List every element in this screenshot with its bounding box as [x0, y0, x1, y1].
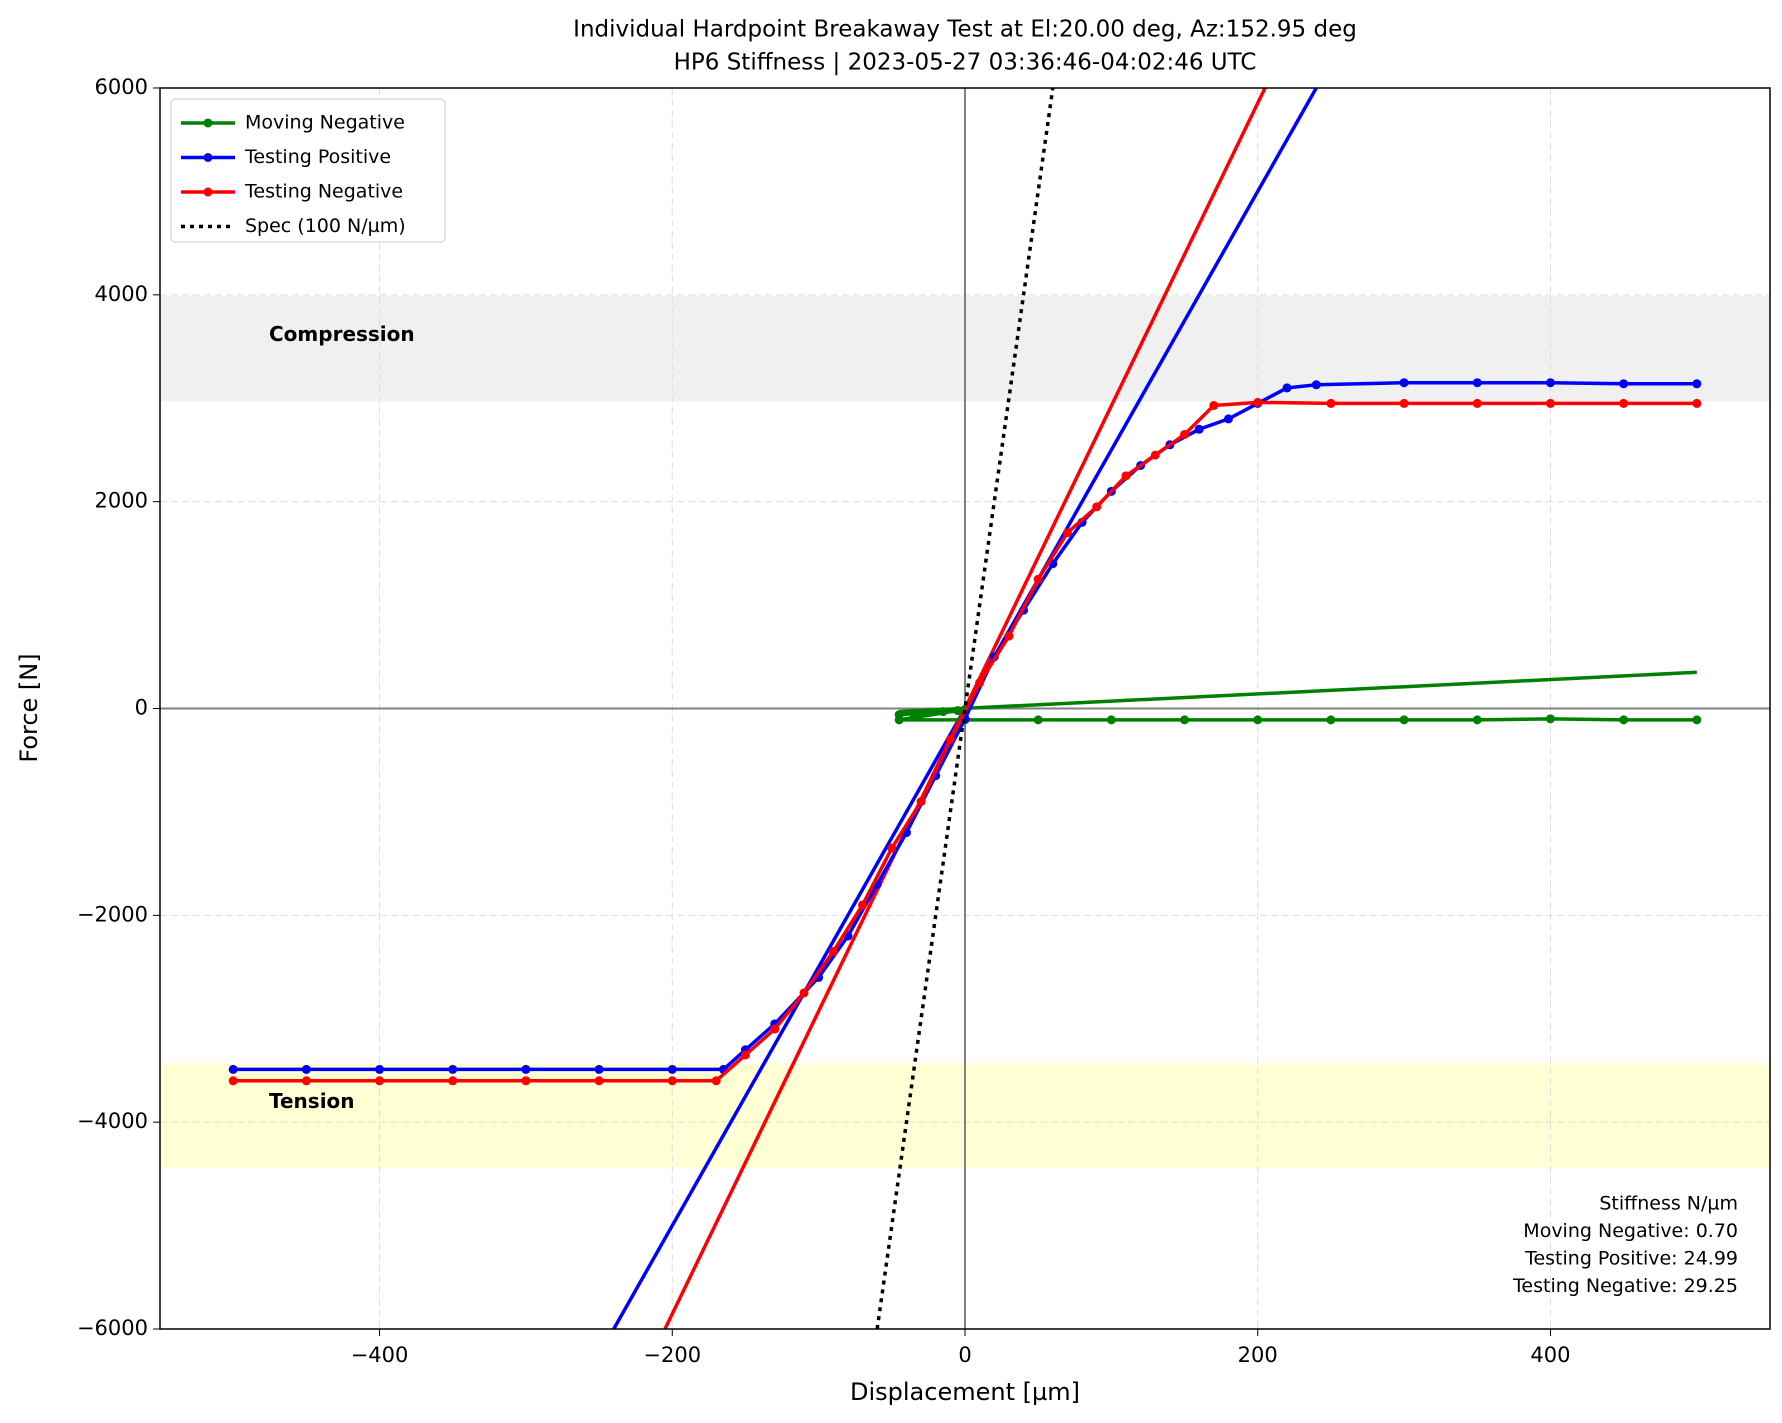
point [1033, 574, 1043, 584]
point [1253, 397, 1263, 407]
point [1180, 715, 1190, 725]
point [1692, 715, 1702, 725]
point [1399, 715, 1409, 725]
point [1692, 379, 1702, 389]
legend-label: Testing Negative [244, 181, 403, 203]
point [1326, 398, 1336, 408]
point [770, 1024, 780, 1034]
point [938, 707, 948, 717]
point [667, 1064, 677, 1074]
point [1223, 414, 1233, 424]
point [1619, 715, 1629, 725]
legend-marker [203, 153, 213, 162]
x-tick-label: −400 [351, 1343, 409, 1367]
point [1545, 378, 1555, 388]
legend-label: Spec (100 N/µm) [245, 215, 406, 237]
point [521, 1076, 531, 1086]
point [945, 735, 955, 745]
point [1033, 715, 1043, 725]
point [909, 709, 919, 719]
y-tick-label: −6000 [77, 1316, 148, 1340]
point [1253, 715, 1263, 725]
annotation: Testing Positive: 24.99 [1524, 1248, 1738, 1270]
legend-label: Moving Negative [245, 112, 405, 134]
point [1311, 380, 1321, 390]
annotation: Moving Negative: 0.70 [1523, 1220, 1738, 1242]
point [887, 843, 897, 853]
point [1004, 631, 1014, 641]
point [740, 1050, 750, 1060]
point [711, 1076, 721, 1086]
point [521, 1064, 531, 1074]
y-tick-label: 2000 [95, 489, 148, 513]
point [975, 678, 985, 688]
y-tick-label: −2000 [77, 902, 148, 926]
point [1472, 378, 1482, 388]
legend-marker [203, 118, 213, 128]
point [228, 1076, 238, 1086]
point [799, 988, 809, 998]
point [1619, 379, 1629, 389]
fit-line [899, 670, 1697, 714]
y-axis-label: Force [N] [15, 653, 43, 762]
x-tick-label: 400 [1530, 1343, 1570, 1367]
point [1399, 378, 1409, 388]
point [1180, 429, 1190, 439]
point [1150, 450, 1160, 460]
legend-label: Testing Positive [244, 146, 391, 168]
point [1326, 715, 1336, 725]
chart-title: Individual Hardpoint Breakaway Test at E… [573, 17, 1357, 43]
y-tick-label: 0 [135, 696, 148, 720]
point [1062, 528, 1072, 538]
point [953, 706, 963, 716]
point [301, 1064, 311, 1074]
point [1545, 398, 1555, 408]
x-tick-label: 200 [1238, 1343, 1278, 1367]
legend-marker [203, 187, 213, 197]
x-tick-label: −200 [643, 1343, 701, 1367]
point [1282, 383, 1292, 393]
point [1121, 471, 1131, 481]
point [828, 947, 838, 957]
point [894, 715, 904, 725]
point [1545, 714, 1555, 724]
point [1399, 398, 1409, 408]
point [1472, 715, 1482, 725]
point [1194, 424, 1204, 434]
plot-frame [159, 87, 1771, 1330]
band-label: Compression [269, 322, 415, 346]
point [1092, 502, 1102, 512]
point [594, 1076, 604, 1086]
annotation: Testing Negative: 29.25 [1512, 1275, 1738, 1297]
series-line [875, 88, 1055, 1329]
point [916, 797, 926, 807]
point [1619, 398, 1629, 408]
band-label: Tension [269, 1089, 355, 1113]
point [375, 1064, 385, 1074]
point [1472, 398, 1482, 408]
point [1692, 398, 1702, 408]
point [594, 1064, 604, 1074]
point [375, 1076, 385, 1086]
point [228, 1064, 238, 1074]
series-line [898, 707, 1697, 722]
legend-box [170, 98, 446, 243]
chart-subtitle: HP6 Stiffness | 2023-05-27 03:36:46-04:0… [674, 50, 1257, 76]
point [1106, 715, 1116, 725]
point [858, 900, 868, 910]
y-tick-label: 4000 [95, 282, 148, 306]
point [667, 1076, 677, 1086]
x-tick-label: 0 [958, 1343, 971, 1367]
annotation: Stiffness N/µm [1599, 1193, 1738, 1215]
point [448, 1076, 458, 1086]
x-axis-label: Displacement [µm] [850, 1378, 1080, 1406]
point [301, 1076, 311, 1086]
point [448, 1064, 458, 1074]
point [1209, 400, 1219, 410]
point [923, 708, 933, 718]
plot-area [160, 88, 1770, 1329]
y-tick-label: 6000 [95, 75, 148, 99]
y-tick-label: −4000 [77, 1109, 148, 1133]
